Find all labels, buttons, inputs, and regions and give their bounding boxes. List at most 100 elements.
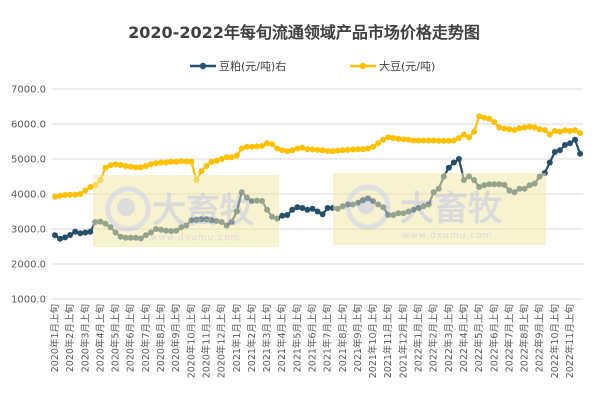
legend-marker-soybean [359, 62, 367, 70]
data-point [551, 149, 558, 155]
legend: 豆粕(元/吨)右 大豆(元/吨) [190, 59, 435, 73]
data-point [284, 212, 291, 218]
data-point [67, 231, 74, 238]
data-point [289, 206, 296, 213]
x-tick-label: 2022年6月上旬 [488, 304, 500, 372]
data-point [62, 234, 69, 241]
data-point [304, 146, 311, 153]
data-point [365, 145, 372, 152]
watermark-brand: 大畜牧 [400, 189, 503, 229]
data-point [87, 228, 94, 235]
x-tick-label: 2021年7月上旬 [322, 304, 334, 372]
data-point [425, 137, 432, 144]
y-tick-label: 7000.0 [11, 85, 46, 96]
x-tick-label: 2022年8月上旬 [519, 304, 531, 372]
data-point [455, 156, 462, 162]
data-point [471, 128, 478, 135]
data-point [319, 147, 326, 154]
data-point [375, 140, 382, 147]
data-point [450, 159, 457, 166]
data-point [420, 137, 427, 144]
x-tick-label: 2020年7月上旬 [140, 304, 152, 372]
data-point [52, 193, 58, 200]
data-point [314, 208, 321, 215]
series-soybean [52, 113, 584, 200]
data-point [147, 161, 154, 168]
data-point [203, 163, 210, 169]
data-point [349, 146, 356, 153]
x-tick-label: 2022年3月上旬 [443, 304, 455, 372]
data-point [354, 146, 361, 153]
x-tick-label: 2020年9月上旬 [170, 304, 182, 372]
data-point [556, 147, 563, 154]
data-point [127, 163, 134, 170]
data-point [178, 158, 185, 165]
data-point [551, 128, 558, 134]
x-tick-label: 2020年3月上旬 [79, 304, 91, 372]
data-point [455, 135, 462, 141]
y-tick-label: 3000.0 [11, 225, 46, 236]
data-point [228, 154, 235, 161]
data-point [117, 161, 124, 168]
data-point [77, 191, 84, 197]
data-point [102, 164, 109, 171]
x-tick-label: 2020年11月上旬 [200, 304, 212, 378]
data-point [299, 205, 306, 211]
x-tick-label: 2021年1月上旬 [231, 304, 243, 372]
data-point [339, 147, 346, 154]
data-point [248, 143, 255, 150]
data-point [183, 158, 190, 165]
data-point [309, 146, 316, 153]
data-point [577, 130, 584, 137]
data-point [163, 159, 170, 166]
data-point [57, 235, 64, 242]
data-point [294, 145, 301, 152]
data-point [344, 146, 351, 153]
data-point [329, 148, 336, 155]
y-tick-label: 5000.0 [11, 155, 46, 166]
data-point [572, 127, 579, 134]
data-point [82, 187, 89, 194]
data-point [213, 157, 220, 164]
data-point [137, 164, 144, 171]
data-point [541, 126, 548, 133]
data-point [188, 158, 195, 165]
data-point [67, 191, 74, 198]
x-tick-label: 2020年8月上旬 [155, 304, 167, 372]
x-tick-label: 2021年8月上旬 [337, 304, 349, 372]
data-point [481, 114, 488, 121]
data-point [243, 143, 250, 150]
data-point [536, 126, 543, 133]
data-point [87, 184, 94, 190]
watermark-url: www.dxumu.com [150, 233, 240, 243]
data-point [279, 212, 286, 219]
data-point [208, 158, 215, 165]
x-tick-label: 2022年7月上旬 [503, 304, 515, 372]
data-point [72, 228, 79, 235]
data-point [460, 131, 467, 138]
x-tick-label: 2022年4月上旬 [458, 304, 470, 372]
data-point [299, 144, 306, 151]
data-point [309, 205, 316, 212]
watermark-brand: 大畜牧 [152, 191, 255, 231]
data-point [546, 159, 553, 166]
data-point [567, 128, 573, 134]
x-tick-label: 2021年11月上旬 [382, 304, 394, 378]
data-point [259, 143, 266, 150]
y-tick-label: 6000.0 [11, 120, 46, 131]
data-point [52, 232, 58, 239]
data-point [223, 154, 230, 161]
x-tick-label: 2020年10月上旬 [185, 304, 197, 378]
data-point [577, 150, 584, 157]
x-tick-label: 2021年3月上旬 [261, 304, 273, 372]
x-tick-label: 2021年4月上旬 [276, 304, 288, 372]
data-point [415, 137, 422, 144]
x-tick-label: 2021年6月上旬 [307, 304, 319, 372]
x-tick-label: 2020年5月上旬 [110, 304, 122, 372]
data-point [516, 125, 523, 132]
data-point [476, 113, 483, 120]
data-point [390, 135, 397, 141]
data-point [445, 137, 452, 144]
data-point [122, 163, 129, 169]
